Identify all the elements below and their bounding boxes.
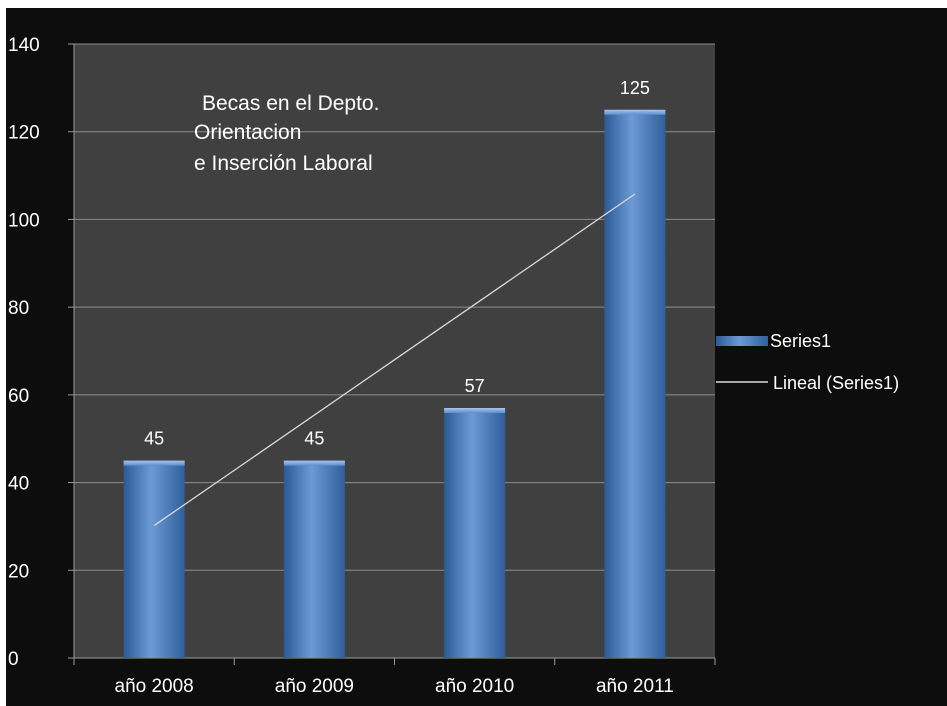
bar-chart: 0 20 40 60 80 100 120 140 año 2008 año 2009 año 20… [8, 35, 899, 697]
bar-top-highlight [123, 460, 185, 466]
title-line-1: Becas en el Depto. [202, 92, 379, 115]
bar-año-2010 [444, 408, 506, 658]
bars [123, 109, 666, 659]
y-tick-label: 140 [8, 35, 40, 56]
axes: 0 20 40 60 80 100 120 140 año 2008 año 2009 año 20… [8, 35, 716, 697]
bar-top-highlight [444, 408, 506, 414]
bar-top-highlight [604, 109, 666, 115]
bar-año-2008 [123, 460, 185, 658]
legend-swatch-series1 [716, 336, 768, 346]
y-tick-label: 20 [8, 561, 29, 582]
x-tick-label: año 2009 [275, 676, 354, 697]
y-tick-label: 120 [8, 123, 40, 144]
x-tick-label: año 2008 [115, 676, 194, 697]
bar-año-2011 [604, 109, 666, 659]
data-label: 45 [144, 429, 164, 449]
x-tick-label: año 2011 [596, 676, 674, 697]
title-line-2: Orientacion [194, 121, 301, 144]
legend-label-trendline: Lineal (Series1) [773, 373, 899, 393]
title-line-3: e Inserción Laboral [194, 152, 373, 175]
trendline [153, 193, 636, 527]
legend-label-series1: Series1 [770, 331, 831, 351]
y-tick-label: 40 [8, 474, 29, 495]
x-tick-label: año 2010 [435, 676, 514, 697]
y-tick-label: 80 [8, 298, 29, 319]
bar-año-2009 [283, 460, 345, 658]
data-labels: 45 45 57 125 [144, 78, 650, 449]
legend: Series1 Lineal (Series1) [716, 331, 899, 393]
data-label: 45 [304, 429, 324, 449]
y-tick-label: 60 [8, 386, 29, 407]
y-tick-label: 100 [8, 210, 40, 231]
data-label: 57 [465, 376, 485, 396]
chart-title: Becas en el Depto. Orientacion e Inserci… [194, 92, 379, 175]
chart-frame: 0 20 40 60 80 100 120 140 año 2008 año 2009 año 20… [6, 8, 947, 706]
bar-top-highlight [283, 460, 345, 466]
y-tick-label: 0 [8, 649, 19, 670]
data-label: 125 [620, 78, 650, 98]
trendline-series1 [153, 193, 636, 527]
